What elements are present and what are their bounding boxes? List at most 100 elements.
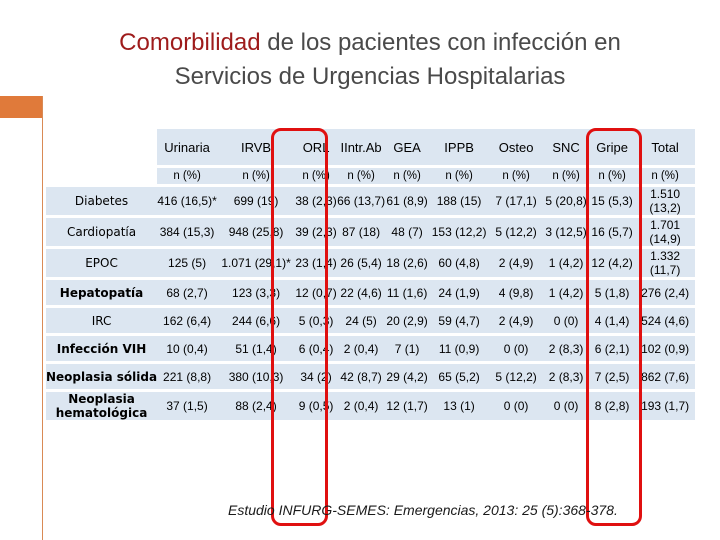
table-cell: 59 (4,7) <box>429 308 490 333</box>
table-cell: 2 (0,4) <box>337 336 386 361</box>
table-cell: 61 (8,9) <box>385 187 430 215</box>
table-cell: 15 (5,3) <box>589 187 636 215</box>
header-row: Urinaria IRVB ORL IIntr.Ab GEA IPPB Osteo SNC Gr… <box>46 129 696 165</box>
table-cell: 0 (0) <box>543 308 590 333</box>
column-header: IRVB <box>217 129 296 165</box>
table-cell: 1.701 (14,9) <box>635 218 696 246</box>
table-cell: 22 (4,6) <box>337 280 386 305</box>
table-cell: 102 (0,9) <box>635 336 696 361</box>
table-cell: 153 (12,2) <box>429 218 490 246</box>
table-cell: 2 (4,9) <box>489 308 544 333</box>
table-cell: 5 (20,8) <box>543 187 590 215</box>
highlight-orl-column <box>271 128 328 526</box>
table-row: Cardiopatía 384 (15,3) 948 (25,8) 39 (2,3) 8… <box>46 218 696 246</box>
table-cell: 37 (1,5) <box>157 392 218 420</box>
table-cell: 13 (1) <box>429 392 490 420</box>
table-cell: 1 (4,2) <box>543 280 590 305</box>
table-cell: 39 (2,3) <box>295 218 338 246</box>
row-label: Neoplasia sólida <box>46 364 158 389</box>
table-cell: 162 (6,4) <box>157 308 218 333</box>
title-line2: Servicios de Urgencias Hospitalarias <box>174 63 566 90</box>
table-cell: 20 (2,9) <box>385 308 430 333</box>
table-cell: 123 (3,3) <box>217 280 296 305</box>
table-cell: 2 (4,9) <box>489 249 544 277</box>
table-cell: 2 (8,3) <box>543 336 590 361</box>
table-cell: 862 (7,6) <box>635 364 696 389</box>
table-cell: 9 (0,5) <box>295 392 338 420</box>
citation: Estudio INFURG-SEMES: Emergencias, 2013:… <box>228 502 618 518</box>
table-cell: 24 (1,9) <box>429 280 490 305</box>
column-header: IPPB <box>429 129 490 165</box>
table-cell: 18 (2,6) <box>385 249 430 277</box>
subheader-row: n (%) n (%) n (%) n (%) n (%) n (%) n (%) n (%)… <box>46 168 696 184</box>
table-cell: 524 (4,6) <box>635 308 696 333</box>
decorative-vertical-rule <box>42 96 43 540</box>
subheader-cell: n (%) <box>157 168 218 184</box>
table-cell: 0 (0) <box>489 392 544 420</box>
table-cell: 384 (15,3) <box>157 218 218 246</box>
column-header: IIntr.Ab <box>337 129 386 165</box>
row-label: Hepatopatía <box>46 280 158 305</box>
column-header: Total <box>635 129 696 165</box>
column-header: Gripe <box>589 129 636 165</box>
table-cell: 29 (4,2) <box>385 364 430 389</box>
subheader-cell: n (%) <box>429 168 490 184</box>
column-header: ORL <box>295 129 338 165</box>
row-label: Infección VIH <box>46 336 158 361</box>
header-corner <box>46 129 158 165</box>
table-cell: 11 (0,9) <box>429 336 490 361</box>
table-cell: 948 (25,8) <box>217 218 296 246</box>
table-cell: 12 (1,7) <box>385 392 430 420</box>
table-cell: 0 (0) <box>489 336 544 361</box>
row-label: Diabetes <box>46 187 158 215</box>
table-cell: 1.510 (13,2) <box>635 187 696 215</box>
subheader-cell: n (%) <box>337 168 386 184</box>
table-row: Neoplasia hematológica 37 (1,5) 88 (2,4) 9 … <box>46 392 696 420</box>
slide-title: Comorbilidad de los pacientes con infecc… <box>30 26 710 94</box>
table-row: Neoplasia sólida 221 (8,8) 380 (10,3) 34 (2… <box>46 364 696 389</box>
table-cell: 16 (5,7) <box>589 218 636 246</box>
row-label: Neoplasia hematológica <box>46 392 158 420</box>
column-header: GEA <box>385 129 430 165</box>
table-row: IRC 162 (6,4) 244 (6,6) 5 (0,3) 24 (5) 20 (2,… <box>46 308 696 333</box>
table-cell: 5 (0,3) <box>295 308 338 333</box>
subheader-blank <box>46 168 158 184</box>
table-cell: 1 (4,2) <box>543 249 590 277</box>
table-cell: 5 (12,2) <box>489 218 544 246</box>
table-cell: 51 (1,4) <box>217 336 296 361</box>
table-cell: 4 (9,8) <box>489 280 544 305</box>
column-header: Urinaria <box>157 129 218 165</box>
table-cell: 65 (5,2) <box>429 364 490 389</box>
table-cell: 1.332 (11,7) <box>635 249 696 277</box>
subheader-cell: n (%) <box>589 168 636 184</box>
table-cell: 7 (1) <box>385 336 430 361</box>
subheader-cell: n (%) <box>385 168 430 184</box>
table-cell: 42 (8,7) <box>337 364 386 389</box>
table-cell: 3 (12,5) <box>543 218 590 246</box>
table-cell: 2 (0,4) <box>337 392 386 420</box>
table-cell: 6 (2,1) <box>589 336 636 361</box>
table-cell: 10 (0,4) <box>157 336 218 361</box>
row-label: IRC <box>46 308 158 333</box>
table-cell: 244 (6,6) <box>217 308 296 333</box>
subheader-cell: n (%) <box>543 168 590 184</box>
table-cell: 193 (1,7) <box>635 392 696 420</box>
table-cell: 5 (12,2) <box>489 364 544 389</box>
table-row: Hepatopatía 68 (2,7) 123 (3,3) 12 (0,7) 22 (… <box>46 280 696 305</box>
table-cell: 4 (1,4) <box>589 308 636 333</box>
table-cell: 5 (1,8) <box>589 280 636 305</box>
comorbidity-table: Urinaria IRVB ORL IIntr.Ab GEA IPPB Osteo SNC Gr… <box>46 126 696 423</box>
table-cell: 125 (5) <box>157 249 218 277</box>
table-cell: 0 (0) <box>543 392 590 420</box>
column-header: SNC <box>543 129 590 165</box>
title-accent-word: Comorbilidad <box>119 29 261 56</box>
subheader-cell: n (%) <box>217 168 296 184</box>
table-cell: 11 (1,6) <box>385 280 430 305</box>
table-cell: 60 (4,8) <box>429 249 490 277</box>
subheader-cell: n (%) <box>635 168 696 184</box>
table-cell: 23 (1,4) <box>295 249 338 277</box>
table-cell: 2 (8,3) <box>543 364 590 389</box>
table-cell: 188 (15) <box>429 187 490 215</box>
row-label: Cardiopatía <box>46 218 158 246</box>
table-cell: 48 (7) <box>385 218 430 246</box>
